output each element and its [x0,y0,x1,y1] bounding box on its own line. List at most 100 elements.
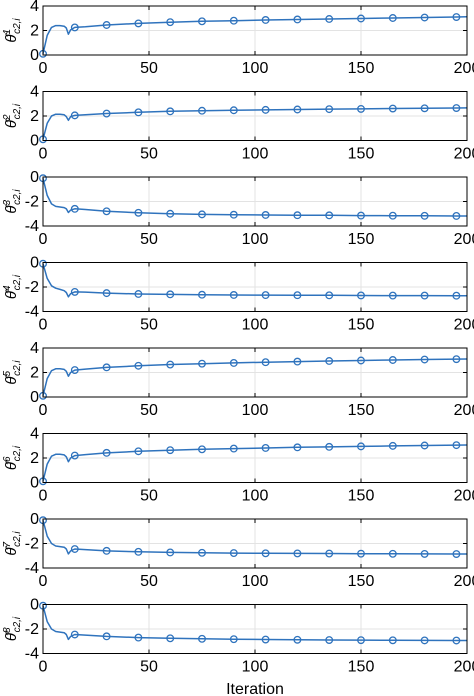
x-tick-label: 150 [348,402,375,419]
data-point-marker [134,633,143,642]
series-line [42,16,468,54]
y-axis-label-subscript: c2,i [12,274,23,290]
y-axis-label-superscript: 1 [2,29,13,35]
data-point-marker [229,210,238,219]
data-point-marker [293,291,302,300]
y-axis-label-superscript: 6 [2,456,13,462]
data-point-marker [293,357,302,366]
data-point-marker [229,549,238,558]
x-tick-label: 200 [454,317,474,334]
x-tick-label: 100 [242,146,269,163]
data-point-marker [261,291,270,300]
data-point-marker [102,289,111,298]
data-point-marker [325,636,334,644]
data-point-marker [357,211,365,220]
x-tick-label: 100 [242,231,269,248]
y-tick-label: 0 [30,255,39,272]
data-point-marker [452,13,461,21]
data-point-marker [229,635,238,644]
data-point-marker [166,446,175,455]
data-point-marker [102,546,111,555]
series-line [42,605,467,642]
data-point-marker [420,549,429,558]
y-axis-label-symbol: θ̂ [3,630,20,641]
y-axis-label-symbol: θ̂ [3,288,20,299]
x-tick-label: 50 [140,60,158,77]
x-tick-label: 50 [140,317,158,334]
data-point-marker [198,210,206,219]
data-point-marker [388,14,397,22]
panel-4: -4 -2 0 0 50 100 150 200 θ̂4c2,i [2,255,474,334]
data-point-marker [166,360,175,369]
y-tick-label: 0 [30,169,39,186]
y-axis-label-superscript: 4 [2,285,13,291]
data-point-marker [388,291,397,300]
data-point-marker [229,16,238,25]
y-tick-label: 0 [30,133,39,150]
x-tick-label: 50 [140,488,158,505]
data-point-marker [261,16,270,24]
y-axis-label-superscript: 2 [2,114,13,121]
data-point-marker [70,204,79,213]
y-tick-label: -4 [25,218,39,235]
y-axis-label: θ̂2c2,i [2,103,23,128]
data-point-marker [166,209,175,218]
panel-3: -4 -2 0 0 50 100 150 200 θ̂3c2,i [2,169,474,248]
data-point-marker [325,105,334,114]
data-point-marker [198,106,206,115]
axes-box [42,91,468,141]
data-point-marker [293,635,302,644]
y-tick-label: 0 [30,389,39,406]
data-point-marker [452,104,461,112]
x-tick-label: 0 [39,60,48,77]
y-axis-label-subscript: c2,i [12,18,23,34]
y-axis-label-superscript: 3 [2,199,13,205]
x-tick-label: 100 [242,488,269,505]
axes-box [42,262,468,312]
data-point-marker [70,287,79,296]
axes-box [42,5,468,56]
data-point-marker [261,549,270,558]
x-tick-label: 0 [39,231,48,248]
y-axis-label-subscript: c2,i [12,360,23,376]
y-axis-label: θ̂8c2,i [2,616,23,641]
x-tick-label: 150 [348,146,375,163]
data-point-marker [388,104,397,113]
data-point-marker [325,211,334,220]
data-point-marker [166,634,175,643]
y-axis-label: θ̂7c2,i [2,531,23,556]
y-axis-label-superscript: 8 [2,627,13,633]
x-tick-label: 50 [140,402,158,419]
data-point-marker [166,107,175,116]
data-point-marker [102,632,111,641]
y-axis-label-superscript: 7 [2,541,13,547]
y-tick-label: -2 [25,194,39,211]
y-tick-label: 4 [30,426,39,443]
x-tick-label: 200 [454,573,474,590]
data-point-marker [357,549,365,558]
data-point-marker [166,18,175,27]
y-axis-label-subscript: c2,i [12,445,23,461]
x-tick-label: 200 [454,659,474,676]
y-axis-label-subscript: c2,i [12,103,23,119]
data-point-marker [70,451,79,460]
y-axis-label-symbol: θ̂ [3,459,20,470]
data-point-marker [229,358,238,367]
y-axis-label: θ̂4c2,i [2,274,23,299]
x-tick-label: 200 [454,60,474,77]
data-point-marker [198,17,206,26]
y-tick-label: 0 [30,597,39,614]
x-tick-label: 0 [39,146,48,163]
y-axis-label: θ̂3c2,i [2,189,23,214]
x-tick-label: 150 [348,60,375,77]
y-tick-label: 2 [30,365,39,382]
data-point-marker [293,15,302,24]
data-point-marker [166,290,175,299]
data-point-marker [134,447,143,456]
x-tick-label: 0 [39,317,48,334]
data-point-marker [420,355,429,364]
y-tick-label: -2 [25,279,39,296]
x-tick-label: 150 [348,317,375,334]
panel-2: 024050100150200θ̂2c2,i [2,84,474,163]
y-axis-label-subscript: c2,i [12,189,23,205]
